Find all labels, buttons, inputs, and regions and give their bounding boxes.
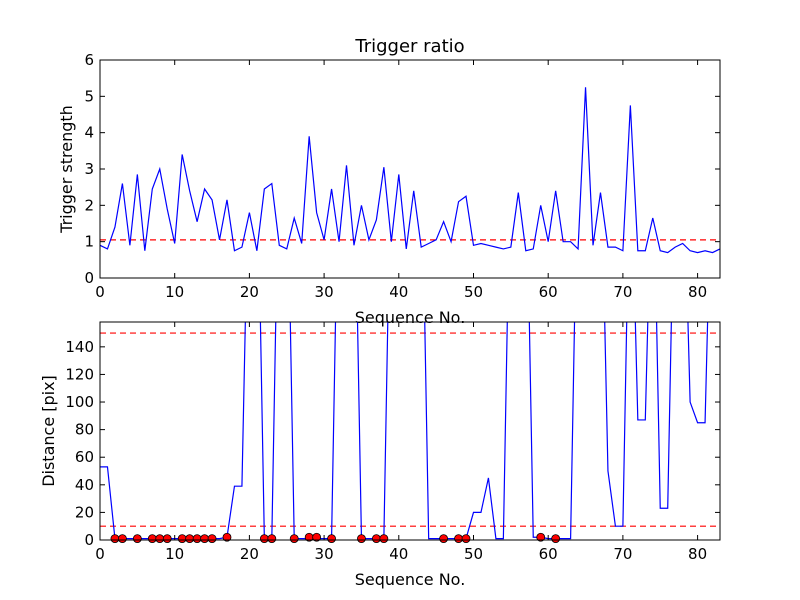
y-tick-label: 20 <box>75 503 94 521</box>
data-point <box>357 534 366 544</box>
x-tick-label: 20 <box>240 283 259 301</box>
x-axis-label: Sequence No. <box>355 570 466 589</box>
x-tick-label: 70 <box>613 545 632 563</box>
data-point <box>162 534 172 544</box>
data-point <box>192 534 202 544</box>
y-tick-label: 40 <box>75 476 94 494</box>
data-point <box>259 534 269 544</box>
y-tick-label: 140 <box>65 338 94 356</box>
x-tick-label: 50 <box>464 283 483 301</box>
data-point <box>371 534 381 544</box>
y-axis-label: Trigger strength <box>57 105 76 234</box>
data-point <box>536 532 546 542</box>
y-tick-label: 120 <box>65 365 94 383</box>
x-tick-label: 20 <box>240 545 259 563</box>
x-tick-label: 70 <box>613 283 632 301</box>
x-tick-label: 60 <box>539 283 558 301</box>
y-tick-label: 2 <box>84 196 94 214</box>
data-point <box>132 534 142 544</box>
data-point <box>454 534 463 544</box>
x-tick-label: 40 <box>389 283 408 301</box>
y-tick-label: 80 <box>75 421 94 439</box>
data-point <box>267 534 277 544</box>
data-point <box>289 534 299 544</box>
y-tick-label: 100 <box>65 393 94 411</box>
data-point <box>461 534 471 544</box>
data-point <box>118 534 127 544</box>
x-tick-label: 40 <box>389 545 408 563</box>
y-axis-label: Distance [pix] <box>39 375 58 487</box>
plot-area <box>100 322 720 540</box>
x-tick-label: 50 <box>464 545 483 563</box>
data-point <box>222 532 232 542</box>
distance-panel: 0 10 20 30 40 50 60 70 80 0 20 40 60 80 100 120 140 Seque… <box>39 321 721 589</box>
y-tick-label: 1 <box>84 233 94 251</box>
x-tick-label: 0 <box>95 545 105 563</box>
data-point <box>551 534 561 544</box>
y-tick-label: 5 <box>84 87 94 105</box>
data-point <box>439 534 449 544</box>
data-point <box>207 534 217 544</box>
y-tick-label: 0 <box>84 531 94 549</box>
data-point <box>110 534 120 544</box>
data-point <box>312 532 322 542</box>
data-point <box>327 534 336 544</box>
x-tick-label: 30 <box>315 545 334 563</box>
y-tick-label: 6 <box>84 51 94 69</box>
data-point <box>185 534 195 544</box>
x-tick-label: 10 <box>165 545 184 563</box>
x-tick-label: 30 <box>315 283 334 301</box>
data-point <box>147 534 157 544</box>
x-tick-label: 80 <box>688 545 707 563</box>
y-tick-label: 60 <box>75 448 94 466</box>
x-tick-label: 0 <box>95 283 105 301</box>
y-tick-label: 0 <box>84 269 94 287</box>
data-point <box>177 534 187 544</box>
axes-frame <box>99 321 721 541</box>
trigger-ratio-panel: 0 10 20 30 40 50 60 70 80 0 1 2 3 4 5 6 Trigger ratio Seq… <box>57 36 721 327</box>
chart-title: Trigger ratio <box>354 36 464 57</box>
y-tick-label: 3 <box>84 160 94 178</box>
data-point <box>379 534 389 544</box>
x-axis-label: Sequence No. <box>355 308 466 327</box>
series-line-0 <box>100 87 720 254</box>
series-line-0 <box>100 322 709 540</box>
x-tick-label: 10 <box>165 283 184 301</box>
y-tick-label: 4 <box>84 124 94 142</box>
data-point <box>200 534 209 544</box>
data-point <box>155 534 165 544</box>
x-tick-label: 80 <box>688 283 707 301</box>
plot-area <box>100 87 720 254</box>
x-tick-label: 60 <box>539 545 558 563</box>
